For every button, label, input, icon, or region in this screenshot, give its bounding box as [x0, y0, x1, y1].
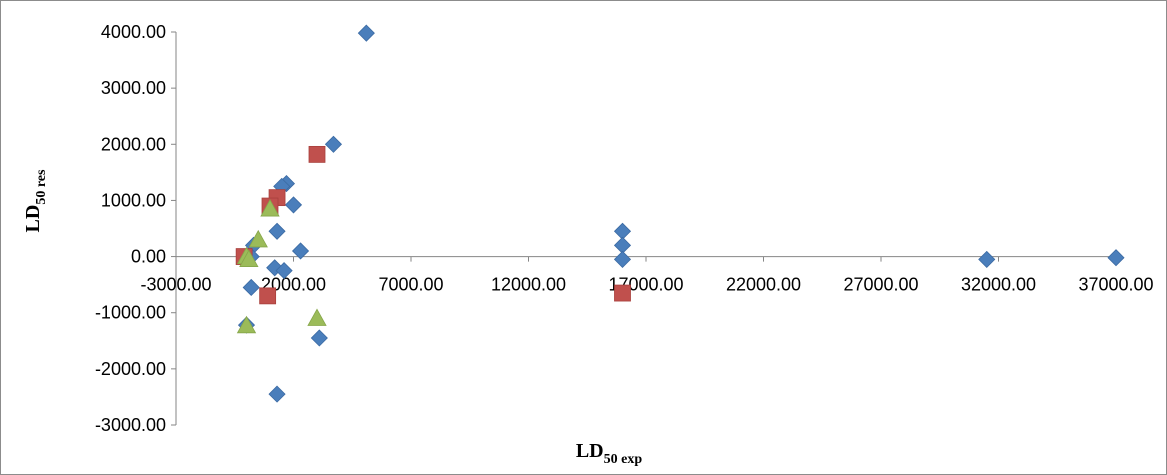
x-tick-label: 37000.00 — [1078, 275, 1153, 295]
y-tick-label: 2000.00 — [101, 134, 166, 154]
data-point-diamond — [978, 250, 996, 268]
x-tick-label: 12000.00 — [491, 275, 566, 295]
data-point-triangle — [236, 315, 257, 334]
x-tick-label: -3000.00 — [140, 275, 211, 295]
data-point-diamond — [291, 242, 310, 260]
data-point-triangle — [307, 308, 327, 326]
data-point-diamond — [275, 262, 293, 280]
data-point-diamond — [310, 329, 328, 347]
data-point-diamond — [284, 196, 303, 214]
x-tick-label: 7000.00 — [378, 275, 443, 295]
y-tick-label: -3000.00 — [95, 415, 166, 435]
data-point-square — [308, 145, 326, 163]
data-point-triangle — [239, 249, 259, 267]
data-point-diamond — [242, 278, 260, 297]
y-axis-title: LD50 res — [22, 169, 49, 232]
y-tick-label: -1000.00 — [95, 303, 166, 323]
data-point-diamond — [268, 222, 286, 240]
y-tick-label: 3000.00 — [101, 78, 166, 98]
data-point-diamond — [324, 135, 343, 153]
data-series — [235, 24, 1125, 403]
data-point-diamond — [1107, 249, 1125, 267]
data-point-diamond — [268, 385, 286, 403]
x-tick-label: 32000.00 — [961, 275, 1036, 295]
series-diamond — [237, 24, 1125, 403]
y-tick-label: 1000.00 — [101, 190, 166, 210]
y-axis: -3000.00 -2000.00 -1000.00 0.00 1000.00 2000.… — [95, 22, 177, 435]
x-tick-label: 27000.00 — [843, 275, 918, 295]
x-axis-title: LD50 exp — [576, 440, 643, 467]
x-tick-label: 2000.00 — [261, 275, 326, 295]
y-tick-label: -2000.00 — [95, 359, 166, 379]
data-point-diamond — [613, 250, 632, 268]
x-axis: -3000.00 2000.00 7000.00 12000.00 17000.00 22… — [140, 256, 1154, 295]
series-triangle — [236, 199, 327, 334]
data-point-triangle — [248, 229, 268, 248]
y-tick-label: 0.00 — [131, 247, 166, 267]
data-point-diamond — [357, 24, 375, 42]
data-point-square — [614, 284, 631, 302]
y-tick-label: 4000.00 — [101, 22, 166, 42]
data-point-square — [259, 287, 277, 305]
data-point-triangle — [260, 199, 280, 217]
x-tick-label: 22000.00 — [726, 275, 801, 295]
